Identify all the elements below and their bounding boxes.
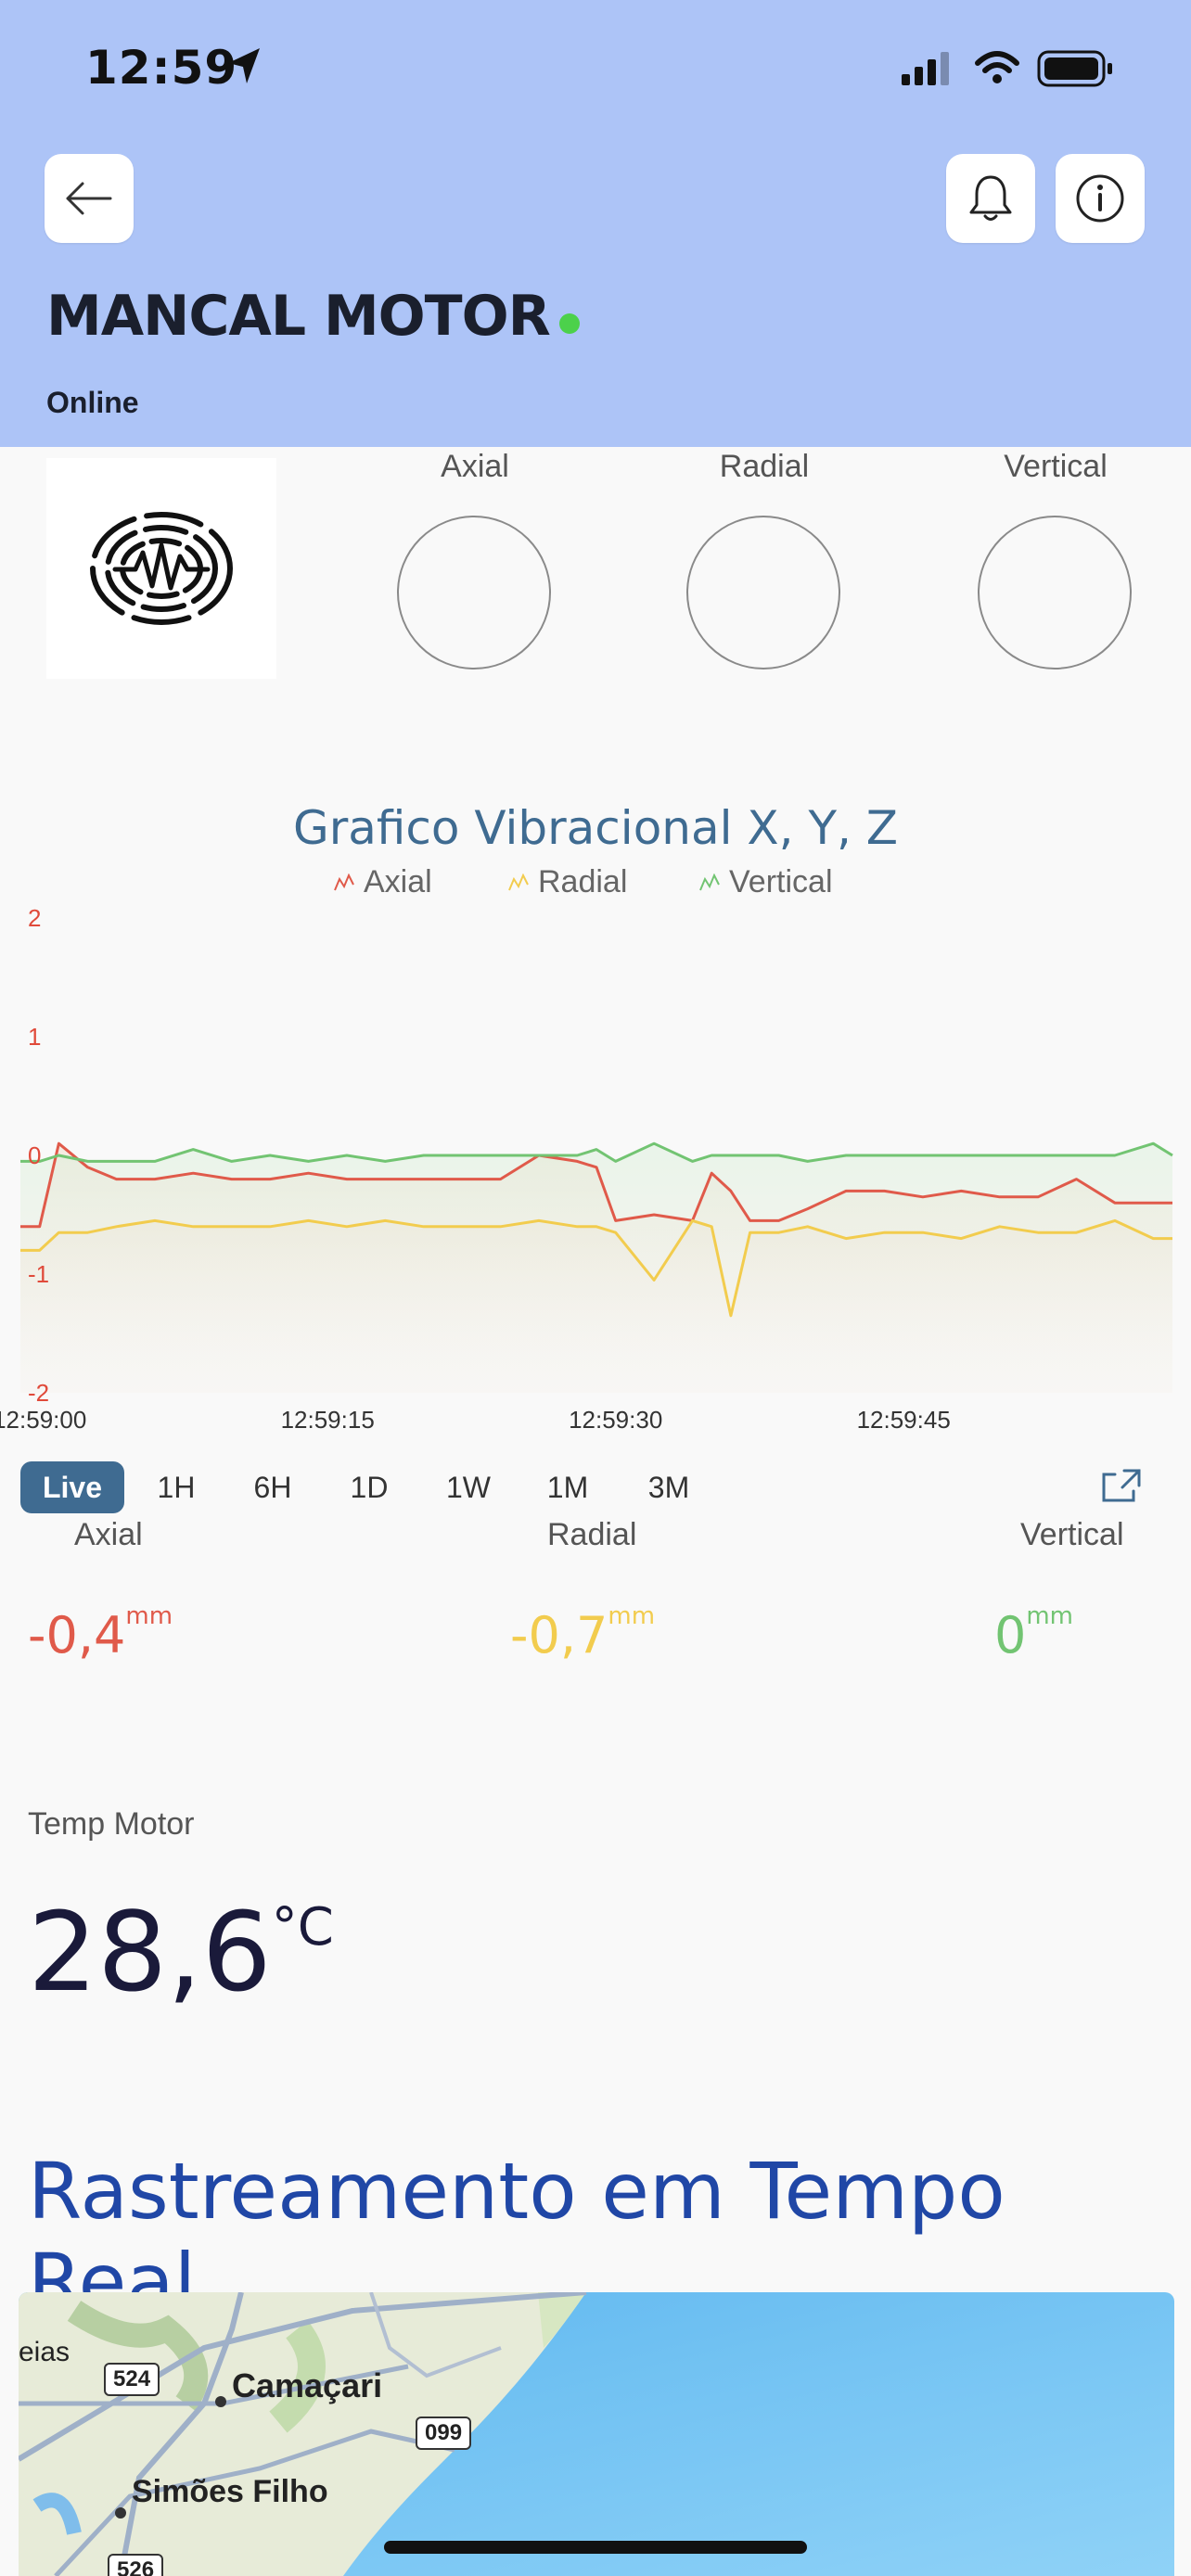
map-label-simoes-filho: Simões Filho bbox=[132, 2474, 328, 2509]
chart-title: Grafico Vibracional X, Y, Z bbox=[292, 801, 899, 855]
reading-label-vertical: Vertical bbox=[1020, 1517, 1124, 1552]
series-line-vertical bbox=[20, 1141, 1173, 1163]
x-tick-label: 12:59:00 bbox=[0, 1406, 86, 1434]
y-tick-label: 2 bbox=[28, 904, 41, 932]
temp-value: 28,6°C bbox=[28, 1888, 334, 2016]
vertical-value: 0 bbox=[994, 1606, 1027, 1664]
home-indicator bbox=[384, 2541, 807, 2554]
y-tick-label: 0 bbox=[28, 1141, 41, 1169]
x-tick-label: 12:59:15 bbox=[281, 1406, 375, 1434]
reading-label-axial: Axial bbox=[74, 1517, 143, 1552]
status-time: 12:59 bbox=[85, 41, 238, 95]
x-tick-label: 12:59:30 bbox=[569, 1406, 662, 1434]
legend-label-axial: Axial bbox=[364, 864, 432, 899]
range-3m-button[interactable]: 3M bbox=[647, 1470, 690, 1504]
y-tick-label: 1 bbox=[28, 1023, 41, 1051]
axial-unit: mm bbox=[125, 1602, 173, 1630]
back-arrow-icon bbox=[66, 182, 112, 215]
range-1w-button[interactable]: 1W bbox=[446, 1470, 491, 1504]
road-badge-099: 099 bbox=[416, 2417, 472, 2450]
radial-unit: mm bbox=[608, 1602, 656, 1630]
range-6h-button[interactable]: 6H bbox=[253, 1470, 292, 1504]
temp-number: 28,6 bbox=[28, 1888, 272, 2016]
map-label-partial: eias bbox=[19, 2337, 70, 2367]
gauge-vertical bbox=[978, 516, 1132, 670]
reading-label-radial: Radial bbox=[547, 1517, 637, 1552]
info-button[interactable] bbox=[1056, 154, 1145, 243]
online-status-dot bbox=[559, 313, 580, 334]
radial-value: -0,7 bbox=[510, 1606, 608, 1664]
reading-value-axial: -0,4mm bbox=[28, 1602, 173, 1664]
range-1m-button[interactable]: 1M bbox=[546, 1470, 589, 1504]
temp-unit: °C bbox=[271, 1897, 334, 1958]
vertical-legend-icon bbox=[699, 873, 720, 890]
x-tick-label: 12:59:45 bbox=[857, 1406, 951, 1434]
reading-value-vertical: 0mm bbox=[994, 1602, 1073, 1664]
gauge-label-axial: Axial bbox=[441, 449, 509, 484]
legend-label-radial: Radial bbox=[538, 864, 628, 899]
series-line-axial bbox=[20, 1141, 1172, 1229]
y-tick-label: -1 bbox=[28, 1260, 49, 1288]
series-line-radial bbox=[20, 1218, 1172, 1318]
axial-legend-icon bbox=[334, 873, 354, 890]
legend-item-axial[interactable]: Axial bbox=[334, 864, 432, 900]
y-tick-label: -2 bbox=[28, 1379, 49, 1407]
back-button[interactable] bbox=[45, 154, 134, 243]
gauge-label-radial: Radial bbox=[719, 449, 810, 484]
location-arrow-icon bbox=[228, 48, 260, 83]
area-vertical bbox=[20, 1143, 1172, 1393]
legend-item-radial[interactable]: Radial bbox=[508, 864, 627, 900]
range-1d-button[interactable]: 1D bbox=[350, 1470, 389, 1504]
axial-value: -0,4 bbox=[28, 1606, 126, 1664]
road-badge-526: 526 bbox=[108, 2554, 164, 2576]
vibration-chart[interactable]: 2 1 0 -1 -2 12:59:00 12:59:15 12:59:30 12:59:45 bbox=[0, 890, 1191, 1437]
expand-chart-icon[interactable] bbox=[1100, 1467, 1143, 1504]
road-badge-524: 524 bbox=[104, 2363, 160, 2396]
range-live-button[interactable]: Live bbox=[20, 1461, 124, 1513]
temp-label: Temp Motor bbox=[28, 1806, 195, 1842]
gauge-radial bbox=[686, 516, 840, 670]
bell-icon bbox=[969, 175, 1012, 221]
reading-value-radial: -0,7mm bbox=[510, 1602, 655, 1664]
range-1h-button[interactable]: 1H bbox=[157, 1470, 196, 1504]
battery-icon bbox=[1037, 50, 1112, 87]
wifi-icon bbox=[975, 51, 1019, 83]
vertical-unit: mm bbox=[1026, 1602, 1074, 1630]
map-label-camacari: Camaçari bbox=[232, 2366, 383, 2404]
signal-icon bbox=[902, 52, 949, 85]
sensor-logo bbox=[46, 458, 276, 679]
info-icon bbox=[1076, 174, 1124, 223]
gauge-axial bbox=[397, 516, 551, 670]
notifications-button[interactable] bbox=[946, 154, 1035, 243]
legend-item-vertical[interactable]: Vertical bbox=[699, 864, 833, 900]
status-text: Online bbox=[46, 386, 139, 419]
vibration-sensor-icon bbox=[90, 512, 233, 625]
tracking-map[interactable]: eias Camaçari Simões Filho 524 099 526 bbox=[19, 2292, 1174, 2576]
radial-legend-icon bbox=[508, 873, 529, 890]
header: 12:59 MANCAL MOTOR Onl bbox=[0, 0, 1191, 447]
legend-label-vertical: Vertical bbox=[729, 864, 833, 899]
map-canvas bbox=[19, 2292, 1174, 2576]
gauge-label-vertical: Vertical bbox=[1004, 449, 1108, 484]
page-title: MANCAL MOTOR bbox=[46, 284, 551, 349]
